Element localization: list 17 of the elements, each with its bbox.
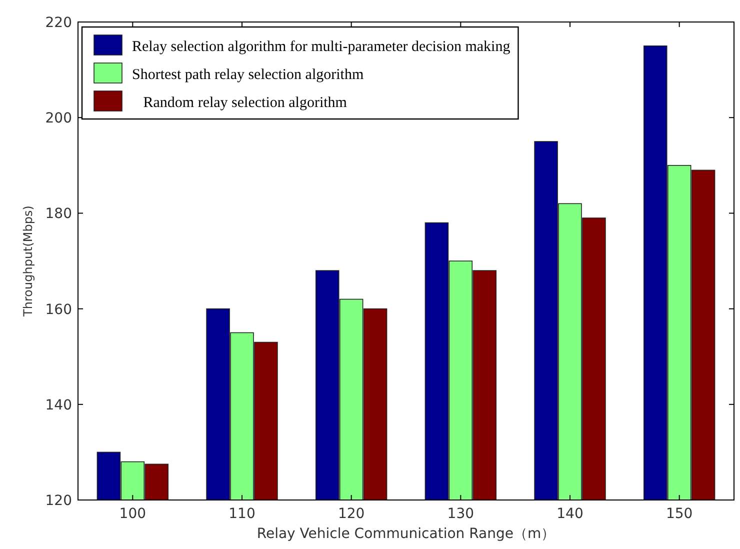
x-tick-label: 120: [338, 506, 365, 522]
x-tick-label: 140: [556, 506, 584, 522]
x-tick-label: 110: [228, 506, 256, 522]
legend-label: Random relay selection algorithm: [132, 95, 348, 111]
y-tick-label: 120: [45, 493, 72, 509]
x-tick-label: 100: [119, 506, 146, 522]
x-tick-label: 130: [447, 506, 474, 522]
legend-label: Relay selection algorithm for multi-parameter decision making: [132, 39, 511, 55]
y-tick-label: 200: [45, 110, 72, 127]
y-axis-title: Throughput(Mbps): [21, 206, 35, 318]
y-tick-label: 220: [45, 15, 72, 31]
y-tick-label: 140: [45, 397, 72, 414]
x-axis-title: Relay Vehicle Communication Range（m）: [256, 526, 556, 542]
y-tick-label: 160: [45, 302, 72, 318]
y-tick-label: 180: [45, 206, 72, 222]
legend-label: Shortest path relay selection algorithm: [132, 67, 364, 83]
x-tick-label: 150: [666, 506, 693, 522]
